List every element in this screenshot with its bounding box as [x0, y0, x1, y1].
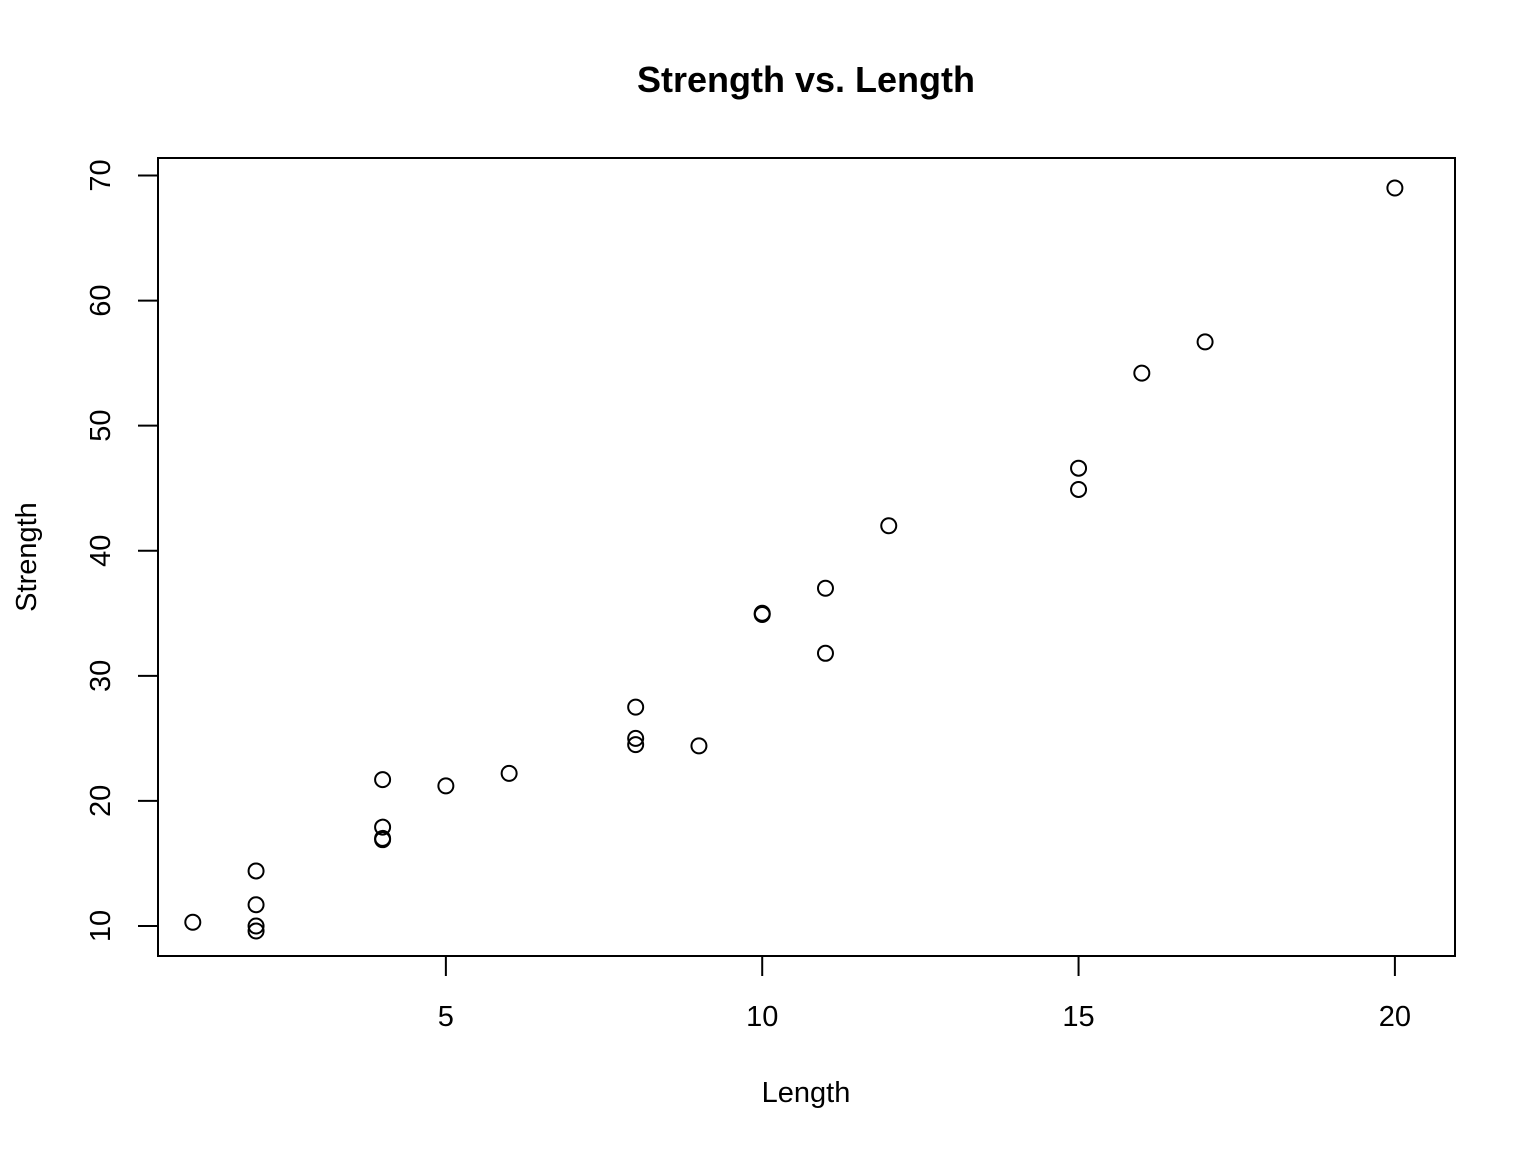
y-tick-label: 30 — [85, 660, 117, 692]
data-point — [1133, 364, 1151, 382]
y-tick-label: 60 — [85, 284, 117, 316]
data-point — [247, 922, 265, 940]
data-point — [1070, 480, 1088, 498]
data-point — [247, 862, 265, 880]
y-tick-label: 70 — [85, 159, 117, 191]
data-point — [374, 818, 392, 836]
data-point — [816, 644, 834, 662]
data-point — [627, 736, 645, 754]
x-axis-label: Length — [762, 1077, 851, 1109]
data-point — [1070, 459, 1088, 477]
data-point — [1196, 333, 1214, 351]
x-tick-label: 5 — [438, 1001, 454, 1033]
y-axis-label: Strength — [11, 502, 43, 612]
y-tick-label: 50 — [85, 410, 117, 442]
data-point — [247, 896, 265, 914]
data-point — [374, 831, 392, 849]
data-point — [500, 764, 518, 782]
data-point — [374, 771, 392, 789]
plot-frame — [157, 157, 1456, 957]
data-point — [690, 737, 708, 755]
x-tick-label: 10 — [746, 1001, 778, 1033]
data-points — [184, 179, 1404, 940]
data-point — [1386, 179, 1404, 197]
data-point — [184, 913, 202, 931]
y-tick-label: 10 — [85, 910, 117, 942]
y-tick-label: 20 — [85, 785, 117, 817]
y-tick-label: 40 — [85, 535, 117, 567]
y-axis: 10 20 30 40 50 60 70 — [85, 159, 159, 942]
data-point — [753, 606, 771, 624]
x-tick-label: 20 — [1379, 1001, 1411, 1033]
data-point — [247, 917, 265, 935]
data-point — [627, 698, 645, 716]
data-point — [627, 729, 645, 747]
chart-title: Strength vs. Length — [637, 59, 975, 100]
data-point — [816, 579, 834, 597]
data-point — [880, 517, 898, 535]
data-point — [437, 777, 455, 795]
x-axis: 5 10 15 20 — [438, 955, 1411, 1033]
x-tick-label: 15 — [1062, 1001, 1094, 1033]
